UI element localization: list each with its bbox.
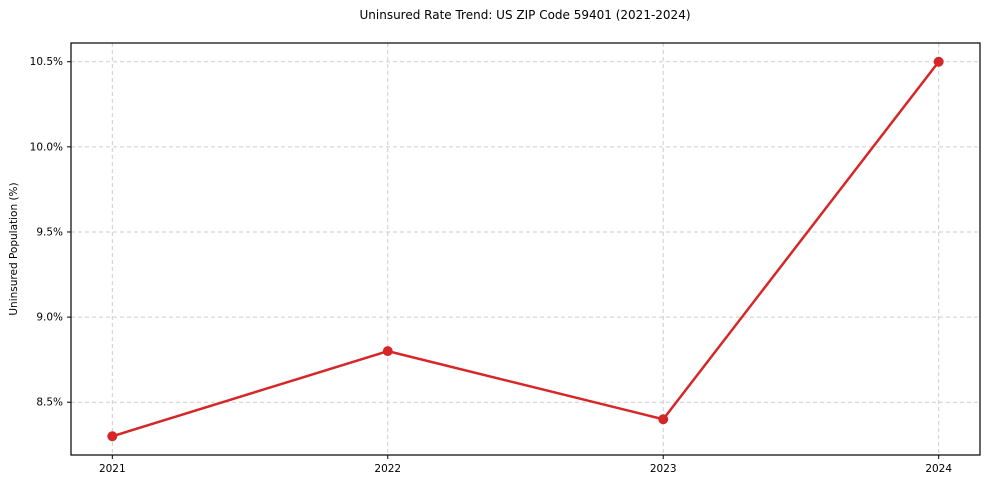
y-tick-label: 10.0% <box>30 141 63 153</box>
chart-title: Uninsured Rate Trend: US ZIP Code 59401 … <box>359 8 691 22</box>
x-tick-label: 2022 <box>374 463 401 475</box>
plot-border <box>70 42 981 456</box>
trend-line <box>111 60 940 438</box>
x-tick-label: 2024 <box>925 463 952 475</box>
data-point-2024 <box>933 56 944 67</box>
y-axis-label: Uninsured Population (%) <box>8 182 20 316</box>
y-tick-label: 8.5% <box>36 397 63 409</box>
data-point-2021 <box>107 431 118 442</box>
x-tick-label: 2023 <box>650 463 677 475</box>
y-tick-label: 9.0% <box>36 312 63 324</box>
data-point-2022 <box>382 346 393 357</box>
x-tick-label: 2021 <box>99 463 126 475</box>
data-point-2023 <box>658 414 669 425</box>
y-tick-label: 10.5% <box>30 56 63 68</box>
y-tick-label: 9.5% <box>36 226 63 238</box>
